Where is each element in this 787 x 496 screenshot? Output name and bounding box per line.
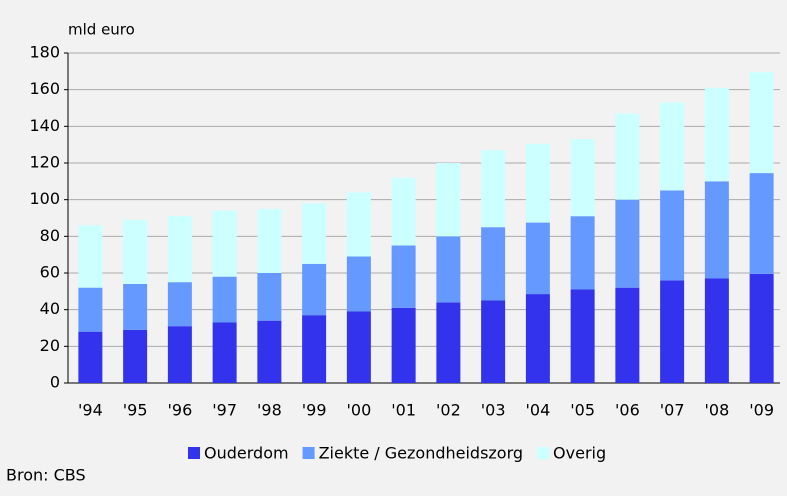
bar-segment (660, 102, 685, 191)
bar-segment (257, 208, 282, 273)
x-tick-label: '06 (615, 401, 640, 420)
x-tick-label: '01 (391, 401, 416, 420)
bar-segment (302, 315, 327, 383)
y-tick-label: 40 (40, 299, 60, 318)
x-tick-label: '08 (704, 401, 729, 420)
bar-segment (481, 150, 506, 228)
bar-segment (346, 192, 371, 257)
bar-segment (167, 216, 192, 283)
bar-segment (167, 282, 192, 327)
y-tick-label: 60 (40, 263, 60, 282)
x-tick-label: '09 (749, 401, 774, 420)
bar-segment (481, 227, 506, 301)
x-tick-label: '95 (123, 401, 148, 420)
bar-segment (123, 284, 148, 330)
bar-segment (704, 87, 729, 182)
bar-segment (123, 329, 148, 383)
y-axis-label: mld euro (68, 21, 135, 39)
bar-segment (391, 307, 416, 383)
bar-segment (570, 139, 595, 217)
bar-segment (704, 278, 729, 383)
x-tick-label: '98 (257, 401, 282, 420)
bar-segment (346, 311, 371, 383)
bar-segment (660, 190, 685, 281)
bar-segment (302, 203, 327, 264)
legend-swatch (302, 447, 315, 459)
x-tick-label: '97 (212, 401, 237, 420)
x-tick-label: '05 (570, 401, 595, 420)
bar-segment (615, 113, 640, 200)
bar-segment (436, 302, 461, 383)
bar-segment (615, 199, 640, 288)
bar-segment (78, 287, 103, 332)
y-tick-label: 80 (40, 226, 60, 245)
bar-segment (749, 72, 774, 174)
x-tick-label: '07 (660, 401, 685, 420)
bar-segment (257, 320, 282, 383)
bar-segment (346, 256, 371, 312)
legend-label: Ouderdom (204, 444, 289, 463)
x-tick-label: '94 (78, 401, 103, 420)
bar-segment (660, 280, 685, 383)
y-tick-label: 140 (29, 116, 60, 135)
y-tick-label: 160 (29, 79, 60, 98)
bar-segment (257, 273, 282, 321)
legend-swatch (188, 447, 200, 459)
bar-segment (212, 276, 237, 323)
x-tick-label: '03 (481, 401, 506, 420)
bar-segment (749, 173, 774, 274)
bar-segment (481, 300, 506, 383)
bar-segment (525, 294, 550, 383)
y-tick-label: 0 (50, 373, 60, 392)
x-tick-label: '04 (525, 401, 550, 420)
bar-segment (436, 236, 461, 303)
bar-segment (78, 225, 103, 288)
bar-segment (525, 222, 550, 295)
bar-segment (436, 163, 461, 237)
y-tick-label: 180 (29, 43, 60, 62)
x-tick-label: '99 (302, 401, 327, 420)
y-tick-label: 100 (29, 189, 60, 208)
bar-segment (391, 177, 416, 246)
source: Bron: CBS (6, 466, 86, 485)
bar-segment (78, 331, 103, 383)
bar-segment (391, 245, 416, 308)
bar-segment (749, 273, 774, 383)
x-tick-label: '00 (346, 401, 371, 420)
bar-segment (212, 210, 237, 277)
bar-segment (167, 326, 192, 383)
legend-label: Overig (553, 444, 606, 463)
bar-segment (302, 263, 327, 316)
bar-segment (212, 322, 237, 383)
bar-segment (570, 289, 595, 383)
bar-segment (123, 219, 148, 284)
bar-segment (570, 216, 595, 290)
y-tick-label: 20 (40, 336, 60, 355)
bar-segment (704, 181, 729, 279)
bar-segment (525, 143, 550, 223)
legend-label: Ziekte / Gezondheidszorg (319, 444, 523, 463)
x-tick-label: '96 (167, 401, 192, 420)
legend-swatch (537, 447, 550, 459)
y-tick-label: 120 (29, 153, 60, 172)
bar-segment (615, 287, 640, 383)
x-tick-label: '02 (436, 401, 461, 420)
